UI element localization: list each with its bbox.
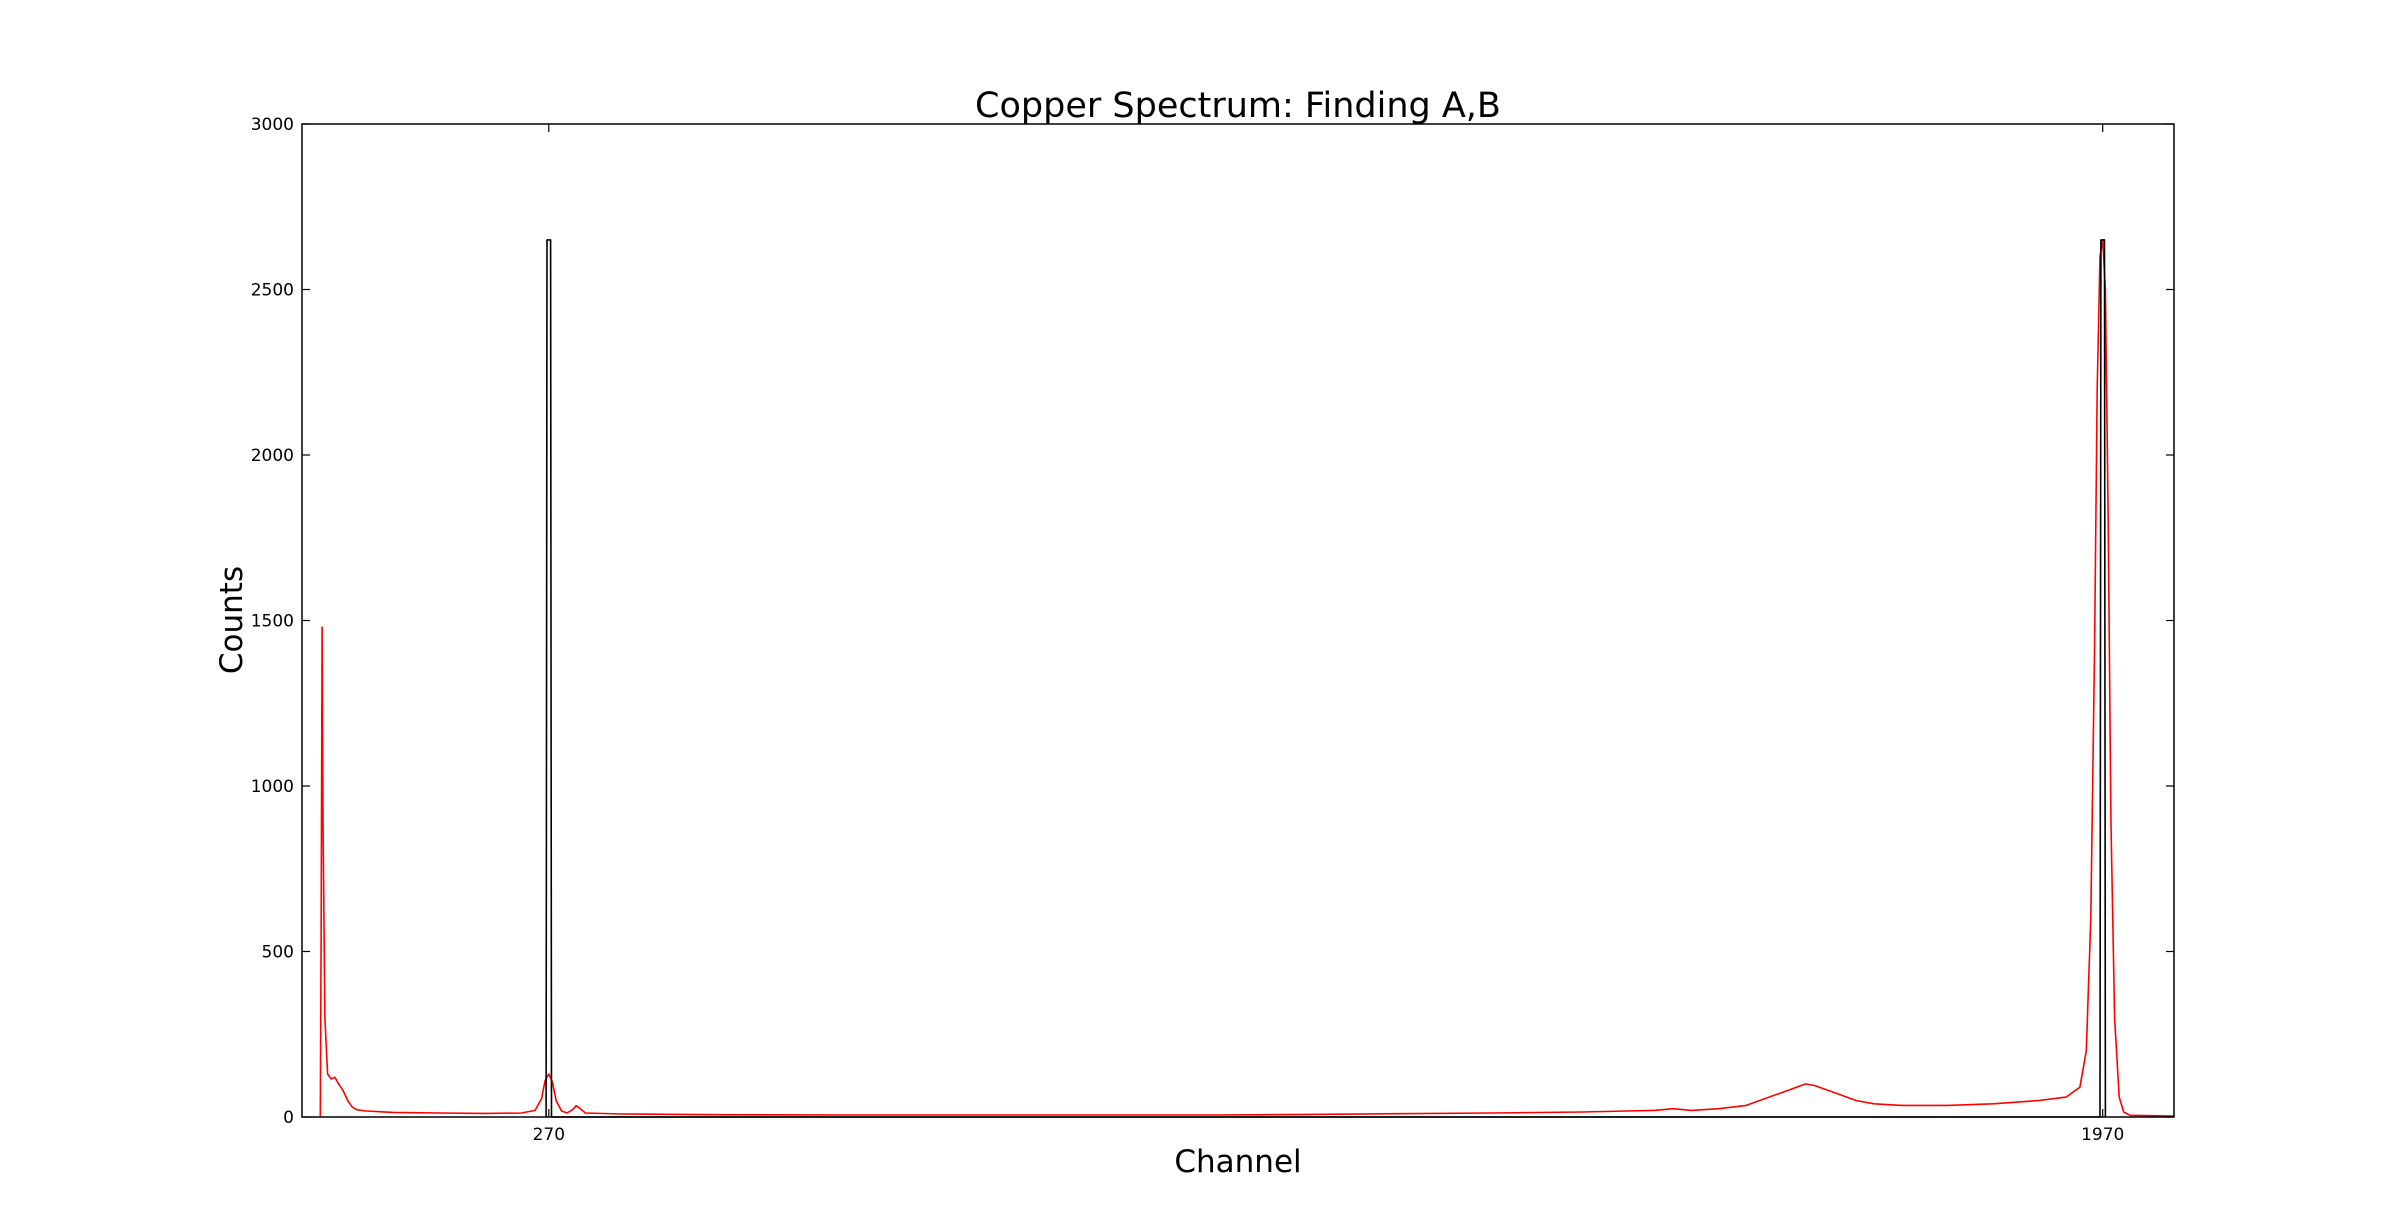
plot-background (302, 124, 2174, 1117)
y-tick-label: 1500 (251, 612, 294, 632)
y-tick-label: 0 (283, 1108, 294, 1128)
x-axis-title: Channel (1174, 1144, 1301, 1180)
y-tick-label: 2000 (251, 446, 294, 466)
y-tick-label: 3000 (251, 115, 294, 135)
y-axis-title: Counts (214, 566, 250, 674)
y-tick-label: 1000 (251, 777, 294, 797)
chart-title: Copper Spectrum: Finding A,B (975, 86, 1501, 126)
x-tick-label: 1970 (2081, 1125, 2124, 1145)
y-tick-label: 2500 (251, 281, 294, 301)
series-line-0 (319, 239, 2175, 1118)
x-tick-label: 270 (533, 1125, 565, 1145)
y-tick-label: 500 (262, 943, 294, 963)
plot-frame (301, 123, 2175, 1118)
